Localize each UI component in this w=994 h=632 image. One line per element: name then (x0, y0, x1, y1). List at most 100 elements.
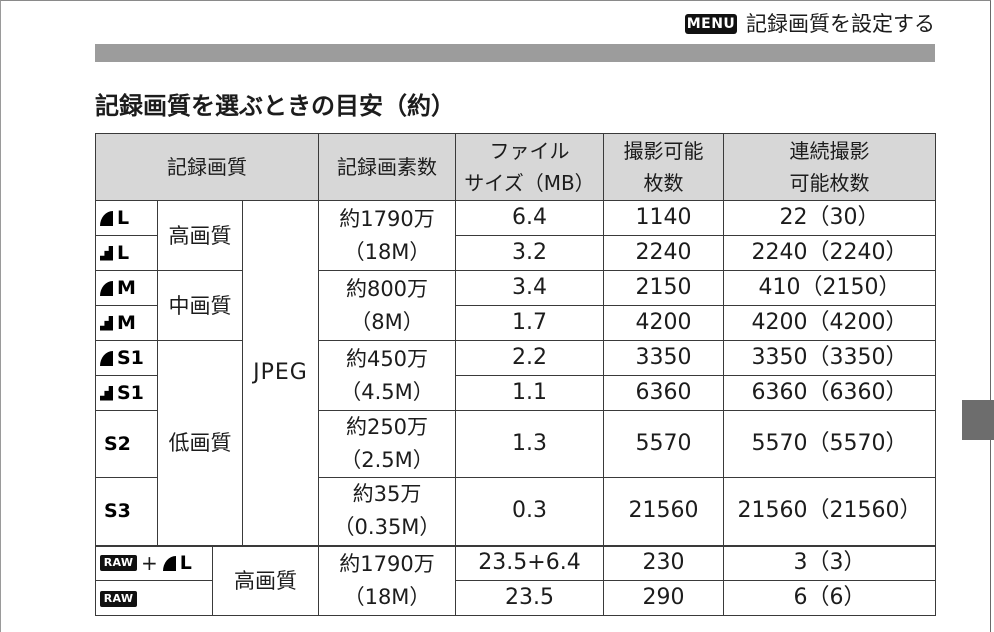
pixel-count-line: （18M） (343, 239, 431, 264)
file-size-cell: 1.7 (455, 305, 604, 341)
file-size-cell: 1.3 (455, 410, 604, 478)
shots-cell: 1140 (603, 200, 724, 236)
index-tab (962, 400, 994, 440)
normal-quality-icon (100, 385, 113, 401)
pixel-count-cell: 約250万 （2.5M） (318, 410, 456, 478)
shots-cell: 5570 (603, 410, 724, 478)
burst-cell: 3350（3350） (723, 340, 936, 376)
shots-cell: 230 (603, 544, 724, 581)
pixel-count-cell: 約1790万 （18M） (318, 544, 456, 616)
quality-cell: RAW (95, 580, 213, 616)
pixel-count-cell: 約450万 （4.5M） (318, 340, 456, 411)
quality-level-cell: 高画質 (157, 200, 243, 271)
header-rule-bar (95, 44, 935, 62)
pixel-count-line: （8M） (350, 309, 424, 334)
column-header-quality: 記録画質 (95, 133, 319, 201)
quality-cell: L (95, 200, 158, 236)
table-row: S2 約250万 （2.5M） 1.3 5570 5570（5570） (95, 410, 936, 478)
pixel-count-line: （18M） (343, 584, 431, 609)
file-size-cell: 3.4 (455, 270, 604, 306)
table-row: L 高画質 JPEG 約1790万 （18M） 6.4 1140 22（30） (95, 200, 936, 546)
pixel-count-line: （0.35M） (333, 515, 441, 540)
pixel-count-cell: 約35万 （0.35M） (318, 477, 456, 546)
raw-icon: RAW (100, 555, 137, 572)
size-letter: L (117, 207, 130, 229)
table-row: M 中画質 約800万 （8M） 3.4 2150 410（2150） (95, 270, 936, 341)
quality-cell: S1 (95, 340, 158, 376)
file-size-cell: 6.4 (455, 200, 604, 236)
header-line: 連続撮影 (789, 139, 870, 163)
pixel-count-cell: 約800万 （8M） (318, 270, 456, 341)
size-letter: L (117, 242, 130, 264)
size-letter: S2 (104, 433, 131, 455)
shots-cell: 4200 (603, 305, 724, 341)
burst-cell: 21560（21560） (723, 477, 936, 546)
burst-cell: 6（6） (723, 580, 936, 616)
fine-quality-icon (100, 280, 113, 296)
file-size-cell: 3.2 (455, 235, 604, 271)
burst-cell: 2240（2240） (723, 235, 936, 271)
section-title: 記録画質を選ぶときの目安（約） (95, 92, 455, 120)
format-cell: JPEG (242, 200, 319, 546)
normal-quality-icon (100, 245, 113, 261)
table-row: RAW + L 高画質 約1790万 （18M） 23.5+6.4 230 3（3） (95, 544, 936, 616)
plus-sign: + (141, 551, 158, 576)
fine-quality-icon (100, 210, 113, 226)
quality-cell: L (95, 235, 158, 271)
menu-icon: MENU (685, 14, 737, 34)
table-row: M 1.7 4200 4200（4200） (95, 305, 936, 341)
pixel-count-line: 約1790万 (339, 206, 435, 231)
size-letter: S1 (117, 382, 144, 404)
size-letter: M (117, 312, 136, 334)
pixel-count-line: 約250万 (345, 415, 429, 439)
shots-cell: 2240 (603, 235, 724, 271)
header-line: 撮影可能 (623, 139, 704, 163)
quality-level-cell: 低画質 (157, 340, 243, 546)
quality-cell: S3 (95, 477, 158, 546)
pixel-count-line: 約35万 (352, 482, 422, 507)
column-header-file-size: ファイルサイズ（MB） (455, 133, 604, 201)
file-size-cell: 0.3 (455, 477, 604, 546)
file-size-cell: 23.5+6.4 (455, 544, 604, 581)
quality-cell: M (95, 305, 158, 341)
normal-quality-icon (100, 315, 113, 331)
quality-cell: S2 (95, 410, 158, 478)
pixel-count-line: （2.5M） (340, 448, 434, 472)
table-row: S1 低画質 約450万 （4.5M） 2.2 3350 3350（3350） (95, 340, 936, 546)
column-header-burst: 連続撮影 可能枚数 (723, 133, 936, 201)
shots-cell: 6360 (603, 375, 724, 411)
quality-level-cell: 高画質 (212, 544, 319, 616)
page-header: MENU 記録画質を設定する (685, 9, 935, 39)
file-size-cell: 23.5 (455, 580, 604, 616)
column-header-shots: 撮影可能 枚数 (603, 133, 724, 201)
burst-cell: 5570（5570） (723, 410, 936, 478)
table-row: S3 約35万 （0.35M） 0.3 21560 21560（21560） (95, 477, 936, 546)
pixel-count-line: 約800万 (345, 276, 429, 301)
fine-quality-icon (162, 555, 176, 571)
header-line: 枚数 (643, 171, 684, 195)
shots-cell: 2150 (603, 270, 724, 306)
recording-quality-table: 記録画質 記録画素数 ファイルサイズ（MB） 撮影可能枚数 連続撮影 可能枚数 L… (95, 133, 936, 616)
pixel-count-line: 約1790万 (339, 551, 435, 576)
raw-icon: RAW (100, 591, 137, 607)
shots-cell: 290 (603, 580, 724, 616)
pixel-count-line: （4.5M） (340, 379, 434, 404)
header-line: ファイル (489, 139, 570, 163)
header-line: サイズ（MB） (464, 171, 595, 195)
quality-cell: M (95, 270, 158, 306)
quality-cell: RAW + L (95, 544, 213, 581)
page-title: 記録画質を設定する (746, 12, 935, 36)
size-letter: S1 (117, 347, 144, 369)
shots-cell: 3350 (603, 340, 724, 376)
pixel-count-line: 約450万 (345, 346, 429, 371)
pixel-count-cell: 約1790万 （18M） (318, 200, 456, 271)
fine-quality-icon (100, 350, 113, 366)
quality-level-cell: 中画質 (157, 270, 243, 341)
quality-cell: S1 (95, 375, 158, 411)
table-row: L 3.2 2240 2240（2240） (95, 235, 936, 271)
burst-cell: 410（2150） (723, 270, 936, 306)
shots-cell: 21560 (603, 477, 724, 546)
column-header-pixels: 記録画素数 (318, 133, 456, 201)
size-letter: S3 (104, 500, 131, 523)
